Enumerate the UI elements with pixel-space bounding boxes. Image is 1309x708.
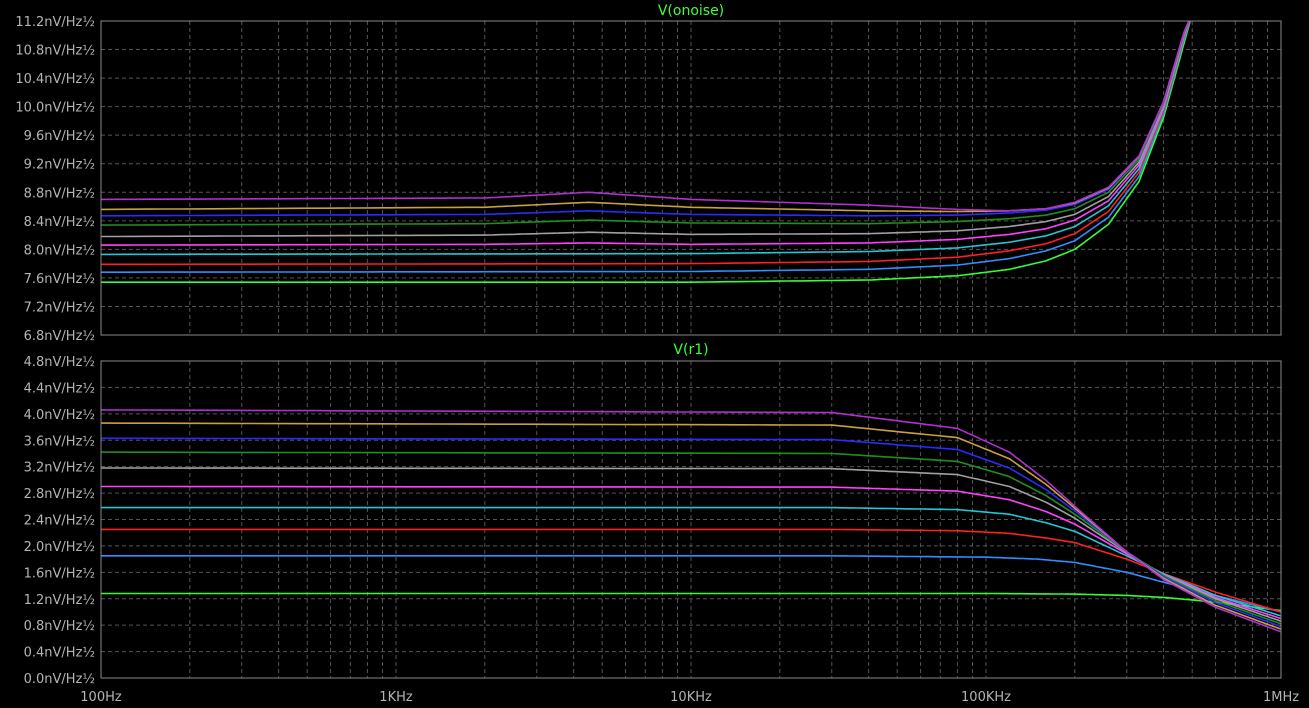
series-line-7: [101, 21, 1190, 226]
series-line-6: [101, 21, 1191, 238]
series-line-9: [101, 422, 1281, 630]
y-tick-label: 8.8nV/Hz½: [24, 186, 95, 201]
y-tick-label: 4.8nV/Hz½: [24, 355, 95, 370]
y-tick-label: 3.6nV/Hz½: [24, 434, 95, 449]
y-tick-label: 7.2nV/Hz½: [24, 300, 95, 315]
y-tick-label: 0.4nV/Hz½: [24, 646, 95, 661]
y-tick-label: 11.2nV/Hz½: [15, 15, 95, 30]
series-line-3: [101, 21, 1191, 266]
y-tick-label: 10.8nV/Hz½: [15, 44, 95, 59]
y-tick-label: 9.6nV/Hz½: [24, 129, 95, 144]
series-line-1: [101, 21, 1192, 283]
y-tick-label: 8.0nV/Hz½: [24, 243, 95, 258]
chart-title: V(r1): [673, 342, 708, 358]
series-line-5: [101, 485, 1281, 620]
series-line-8: [101, 21, 1190, 217]
traces: [101, 409, 1281, 633]
series-line-9: [101, 21, 1190, 213]
y-tick-label: 7.6nV/Hz½: [24, 272, 95, 287]
y-tick-label: 4.4nV/Hz½: [24, 381, 95, 396]
y-tick-label: 2.8nV/Hz½: [24, 487, 95, 502]
traces: [101, 21, 1192, 283]
y-tick-label: 10.4nV/Hz½: [15, 72, 95, 87]
series-line-3: [101, 528, 1281, 613]
y-tick-label: 10.0nV/Hz½: [15, 101, 95, 116]
x-tick-label: 1MHz: [1263, 690, 1299, 705]
chart-panel-2: 0.0nV/Hz½ 0.4nV/Hz½ 0.8nV/Hz½ 1.2nV/Hz½ 1.6n…: [24, 342, 1300, 705]
x-tick-label: 1KHz: [379, 690, 413, 705]
y-tick-label: 2.0nV/Hz½: [24, 540, 95, 555]
series-line-4: [101, 506, 1281, 617]
plot-frame: [100, 20, 1282, 336]
series-line-10: [101, 409, 1281, 633]
series-line-7: [101, 451, 1281, 625]
x-tick-label: 10KHz: [670, 690, 712, 705]
y-tick-label: 3.2nV/Hz½: [24, 461, 95, 476]
series-line-6: [101, 467, 1281, 622]
plot-frame: [100, 360, 1282, 679]
chart-title: V(onoise): [658, 3, 724, 19]
y-tick-label: 8.4nV/Hz½: [24, 215, 95, 230]
y-tick-label: 2.4nV/Hz½: [24, 514, 95, 529]
y-tick-label: 0.0nV/Hz½: [24, 672, 95, 687]
chart-panel-1: 6.8nV/Hz½ 7.2nV/Hz½ 7.6nV/Hz½ 8.0nV/Hz½ 8.4n…: [15, 3, 1282, 344]
series-line-8: [101, 437, 1281, 628]
x-tick-label: 100KHz: [961, 690, 1011, 705]
y-tick-label: 4.0nV/Hz½: [24, 408, 95, 423]
y-tick-label: 0.8nV/Hz½: [24, 619, 95, 634]
x-tick-label: 100Hz: [80, 690, 122, 705]
y-tick-label: 1.6nV/Hz½: [24, 566, 95, 581]
y-tick-label: 1.2nV/Hz½: [24, 593, 95, 608]
y-tick-label: 9.2nV/Hz½: [24, 158, 95, 173]
y-tick-label: 6.8nV/Hz½: [24, 329, 95, 344]
series-line-10: [101, 21, 1190, 212]
